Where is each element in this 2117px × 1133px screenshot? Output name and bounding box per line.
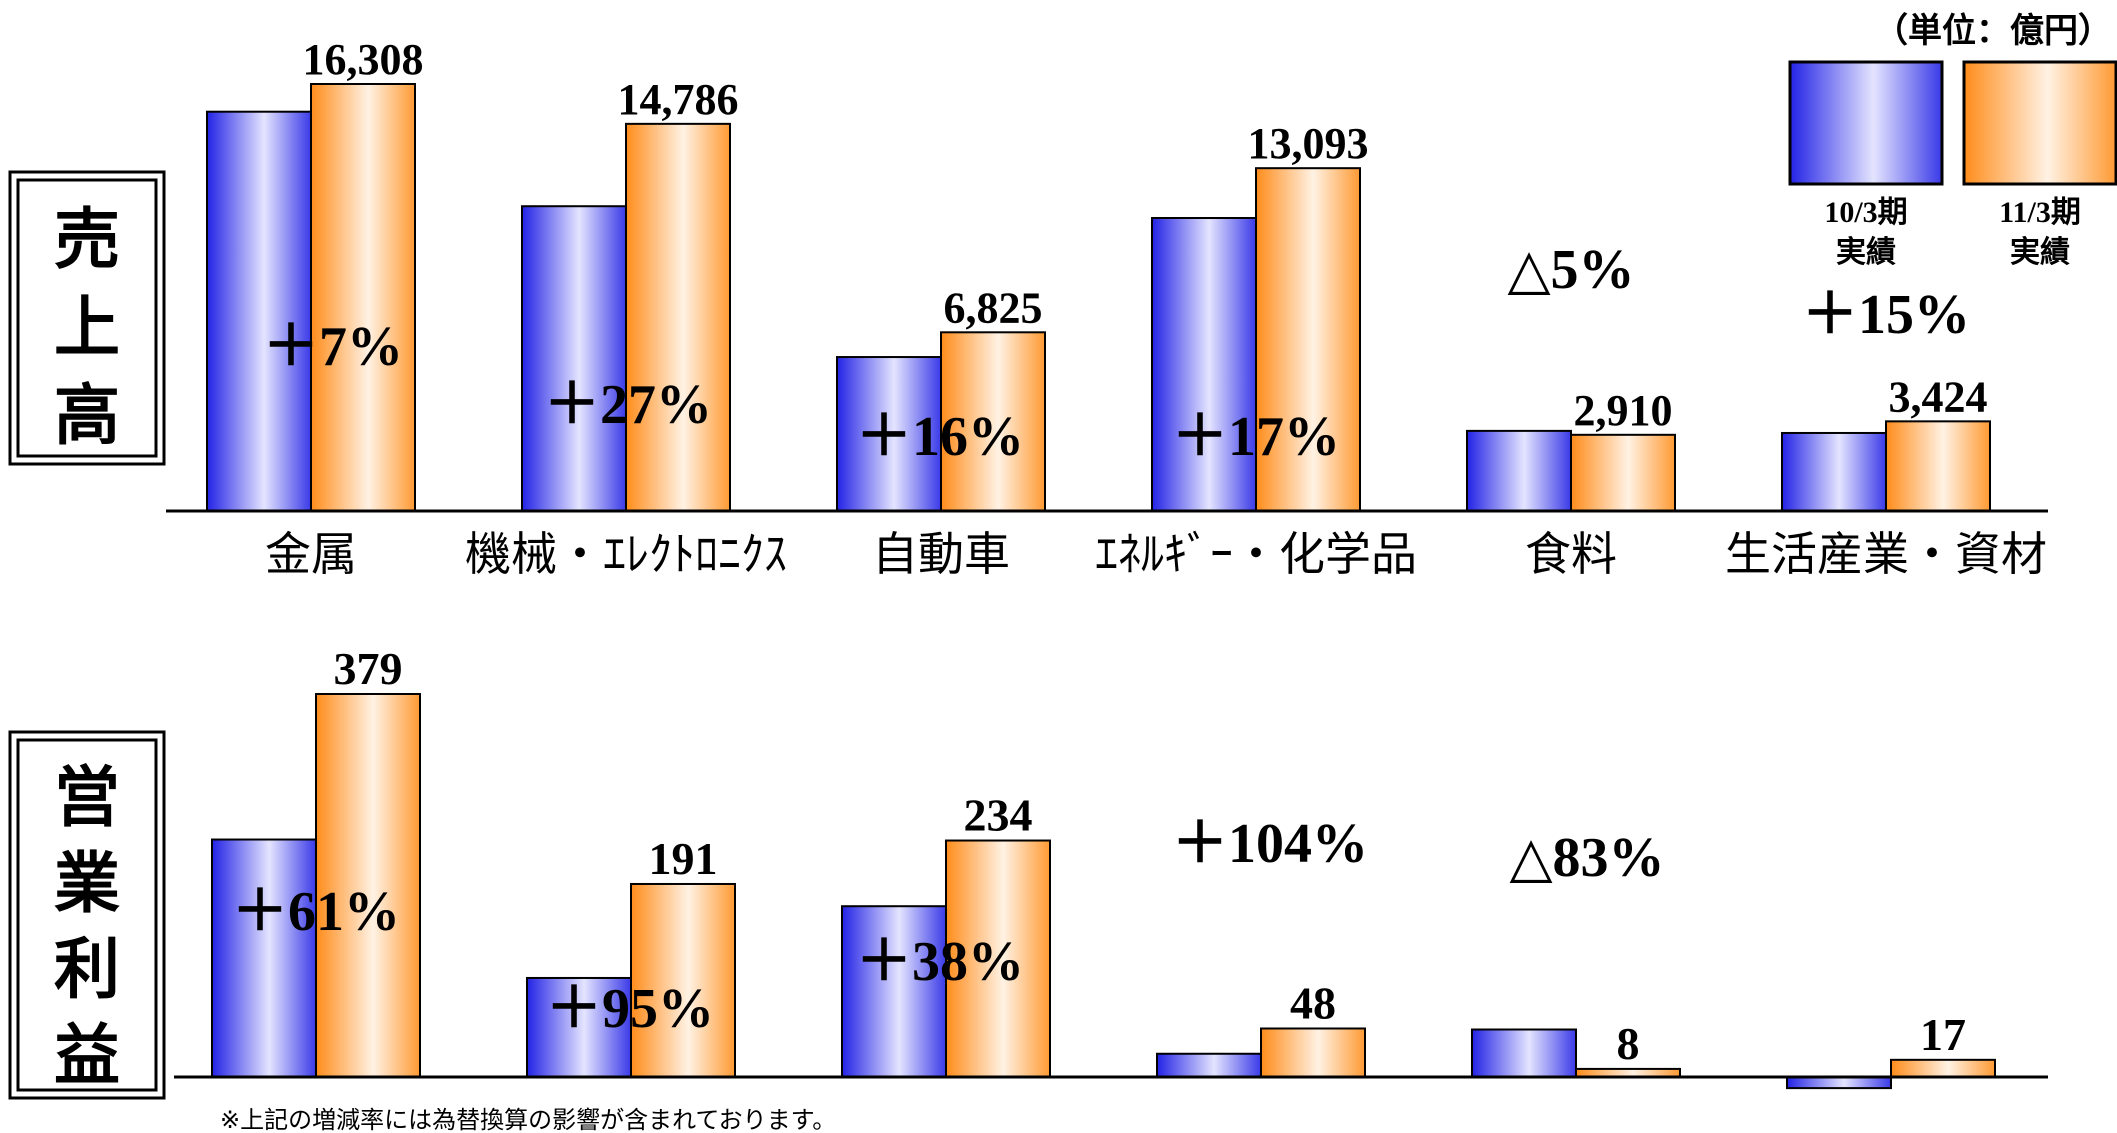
bar-fy11-3	[1255, 167, 1361, 513]
bar-fy10-2	[836, 356, 942, 512]
change-label-3: ＋104%	[1172, 813, 1368, 875]
bar-fy10-4	[1471, 1028, 1577, 1078]
value-label-0: 379	[334, 643, 403, 694]
value-label-4: 8	[1617, 1018, 1640, 1069]
legend-label-fy10-line2: 実績	[1836, 235, 1896, 270]
category-label-5: 生活産業・資材	[1725, 527, 2047, 581]
unit-label: （単位：億円）	[1874, 11, 2112, 51]
change-label-0: ＋7%	[263, 316, 403, 378]
legend: 10/3期 実績 11/3期 実績	[1788, 60, 2117, 270]
bar-fy11-5	[1890, 1058, 1996, 1078]
value-label-2: 234	[964, 790, 1033, 841]
legend-label-fy11-line1: 11/3期	[1999, 196, 2081, 229]
sales-chart: 金属 機械・ｴﾚｸﾄﾛﾆｸｽ 自動車 ｴﾈﾙｷﾞｰ・化学品 食料 生活産業・資材 16,3…	[166, 35, 2048, 581]
bar-fy11-1	[625, 122, 731, 513]
change-label-1: ＋27%	[544, 374, 712, 436]
legend-swatch-fy11	[1962, 60, 2117, 186]
change-label-4: △5%	[1507, 239, 1634, 301]
category-label-1: 機械・ｴﾚｸﾄﾛﾆｸｽ	[465, 527, 787, 581]
legend-swatch-fy10	[1788, 60, 1944, 186]
legend-label-fy10-line1: 10/3期	[1824, 196, 1907, 229]
bar-fy11-2	[945, 839, 1051, 1078]
footnote: ※上記の増減率には為替換算の影響が含まれております。	[220, 1106, 836, 1133]
legend-label-fy11-line2: 実績	[2010, 235, 2070, 270]
value-label-0: 16,308	[303, 35, 424, 84]
change-label-0: ＋61%	[232, 881, 400, 943]
category-label-4: 食料	[1525, 527, 1617, 581]
value-label-5: 17	[1920, 1009, 1966, 1060]
change-label-3: ＋17%	[1172, 406, 1340, 468]
chart-title-profit: 営業利益	[54, 759, 120, 1094]
change-label-2: ＋16%	[856, 406, 1024, 468]
bar-fy11-3	[1260, 1027, 1366, 1079]
bar-fy10-0	[206, 110, 312, 512]
bar-fy11-0	[310, 83, 416, 512]
title-box-profit: 営業利益	[8, 730, 166, 1100]
change-label-2: ＋38%	[856, 931, 1024, 993]
bar-fy11-0	[315, 693, 421, 1078]
bar-fy10-0	[211, 838, 317, 1078]
bar-fy10-4	[1466, 429, 1572, 513]
bar-fy10-1	[526, 976, 632, 1078]
category-label-2: 自動車	[872, 527, 1010, 581]
category-label-3: ｴﾈﾙｷﾞｰ・化学品	[1095, 527, 1417, 581]
value-label-1: 14,786	[618, 75, 739, 124]
chart-title-sales: 売上高	[54, 201, 120, 454]
value-label-1: 191	[649, 833, 718, 884]
bar-fy10-3	[1156, 1052, 1262, 1078]
bar-fy10-5	[1786, 1076, 1892, 1090]
change-label-1: ＋95%	[546, 978, 714, 1040]
value-label-4: 2,910	[1574, 386, 1673, 435]
bar-fy10-5	[1781, 431, 1887, 512]
value-label-5: 3,424	[1889, 372, 1988, 421]
value-label-2: 6,825	[944, 283, 1043, 332]
category-label-0: 金属	[265, 527, 357, 581]
title-box-sales: 売上高	[8, 170, 166, 466]
profit-chart: 379 191 234 48 8 17 ＋61% ＋95% ＋38% ＋104% △83%	[174, 643, 2048, 1090]
change-label-4: △83%	[1509, 827, 1664, 889]
change-label-5: ＋15%	[1802, 284, 1970, 346]
bar-fy10-1	[521, 205, 627, 512]
value-label-3: 13,093	[1248, 119, 1369, 168]
value-label-3: 48	[1290, 977, 1336, 1028]
bar-fy11-5	[1885, 420, 1991, 513]
bar-fy11-4	[1570, 433, 1676, 513]
